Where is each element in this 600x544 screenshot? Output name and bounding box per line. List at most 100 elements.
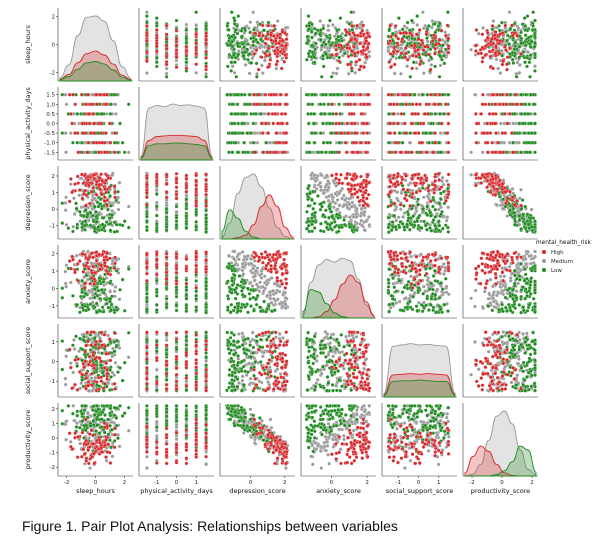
point-low bbox=[528, 92, 533, 97]
point-high bbox=[154, 179, 159, 183]
point-low bbox=[517, 55, 522, 60]
point-high bbox=[364, 182, 369, 187]
point-low bbox=[94, 214, 99, 219]
point-high bbox=[145, 50, 149, 55]
point-high bbox=[426, 52, 431, 57]
point-low bbox=[112, 92, 117, 97]
point-medium bbox=[503, 20, 508, 25]
point-low bbox=[83, 208, 88, 213]
point-low bbox=[440, 43, 445, 48]
point-low bbox=[154, 204, 159, 209]
point-medium bbox=[396, 215, 401, 220]
point-high bbox=[409, 43, 414, 48]
point-high bbox=[505, 55, 510, 60]
point-high bbox=[416, 172, 421, 177]
point-low bbox=[310, 212, 315, 217]
point-low bbox=[513, 44, 518, 49]
point-high bbox=[430, 39, 435, 43]
point-high bbox=[446, 121, 451, 126]
point-medium bbox=[232, 70, 237, 75]
point-low bbox=[423, 223, 428, 228]
point-high bbox=[266, 131, 271, 135]
point-medium bbox=[408, 181, 413, 185]
point-medium bbox=[79, 176, 84, 181]
point-low bbox=[251, 121, 256, 126]
point-low bbox=[528, 74, 532, 79]
point-high bbox=[90, 102, 95, 107]
point-high bbox=[359, 49, 364, 54]
point-low bbox=[420, 186, 425, 190]
point-low bbox=[230, 102, 235, 107]
point-low bbox=[402, 225, 406, 229]
point-low bbox=[174, 219, 179, 224]
point-high bbox=[396, 121, 400, 126]
point-low bbox=[428, 210, 433, 215]
point-low bbox=[112, 140, 117, 145]
point-low bbox=[305, 41, 309, 45]
point-low bbox=[312, 55, 317, 60]
point-low bbox=[517, 44, 522, 49]
point-low bbox=[387, 140, 391, 145]
point-low bbox=[308, 150, 312, 155]
point-high bbox=[365, 202, 370, 207]
point-low bbox=[439, 191, 443, 196]
point-low bbox=[304, 92, 309, 97]
point-high bbox=[102, 199, 107, 203]
point-medium bbox=[117, 180, 122, 185]
point-high bbox=[488, 54, 493, 59]
point-high bbox=[275, 121, 280, 126]
point-high bbox=[446, 150, 451, 155]
point-medium bbox=[342, 193, 346, 198]
point-low bbox=[513, 219, 518, 224]
point-low bbox=[194, 212, 199, 217]
point-low bbox=[235, 31, 240, 36]
point-high bbox=[404, 150, 408, 155]
point-high bbox=[392, 131, 397, 135]
point-high bbox=[418, 189, 422, 193]
point-low bbox=[393, 225, 398, 229]
point-high bbox=[89, 131, 93, 135]
point-low bbox=[241, 150, 245, 155]
point-medium bbox=[498, 71, 503, 75]
point-low bbox=[226, 28, 231, 32]
point-high bbox=[174, 43, 179, 48]
point-low bbox=[525, 14, 530, 18]
point-high bbox=[97, 176, 102, 180]
point-low bbox=[60, 131, 65, 135]
point-high bbox=[80, 196, 85, 201]
point-low bbox=[519, 36, 524, 41]
point-low bbox=[433, 64, 437, 69]
point-high bbox=[252, 52, 257, 56]
point-low bbox=[154, 60, 159, 65]
point-high bbox=[493, 30, 498, 34]
point-low bbox=[235, 41, 240, 46]
point-low bbox=[112, 230, 117, 234]
point-high bbox=[352, 44, 356, 49]
point-medium bbox=[194, 70, 199, 75]
point-medium bbox=[249, 45, 253, 50]
point-high bbox=[437, 187, 442, 192]
point-high bbox=[508, 46, 512, 51]
point-high bbox=[366, 41, 371, 46]
point-high bbox=[359, 182, 364, 187]
point-low bbox=[520, 198, 525, 202]
point-high bbox=[439, 121, 444, 126]
point-high bbox=[80, 121, 85, 126]
point-high bbox=[398, 31, 403, 36]
point-high bbox=[104, 178, 108, 183]
point-low bbox=[422, 219, 426, 224]
point-high bbox=[352, 173, 356, 178]
point-high bbox=[424, 32, 429, 37]
point-low bbox=[241, 53, 246, 58]
point-low bbox=[338, 112, 342, 116]
point-medium bbox=[421, 26, 426, 31]
point-high bbox=[399, 112, 404, 116]
point-low bbox=[327, 215, 331, 220]
point-high bbox=[392, 173, 396, 178]
point-high bbox=[485, 31, 490, 35]
point-medium bbox=[491, 19, 496, 23]
point-high bbox=[263, 121, 268, 126]
point-low bbox=[490, 27, 495, 32]
point-low bbox=[319, 112, 323, 116]
point-high bbox=[353, 37, 357, 41]
